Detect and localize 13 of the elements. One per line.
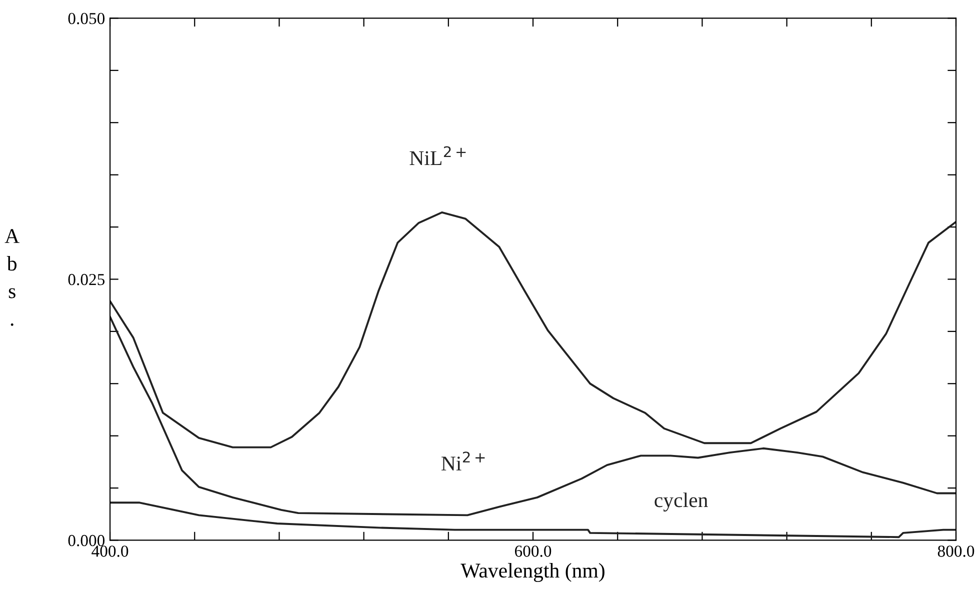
x-axis-title: Wavelength (nm) <box>460 562 604 582</box>
x-tick-label: 800.0 <box>938 546 974 557</box>
x-tick-label: 600.0 <box>514 546 552 557</box>
series-label: cyclen <box>654 492 708 512</box>
x-tick-label: 400.0 <box>92 546 128 557</box>
y-tick-label: 0.000 <box>68 534 105 546</box>
line-series <box>110 316 956 516</box>
text: NiL$^{2+}$ <box>410 146 466 165</box>
y-tick-label: 0.050 <box>68 12 105 24</box>
text: Abs. <box>4 229 20 326</box>
line-series <box>110 211 956 448</box>
series-label: Ni$^{2+}$ <box>441 452 485 470</box>
y-tick-label: 0.025 <box>68 274 105 286</box>
